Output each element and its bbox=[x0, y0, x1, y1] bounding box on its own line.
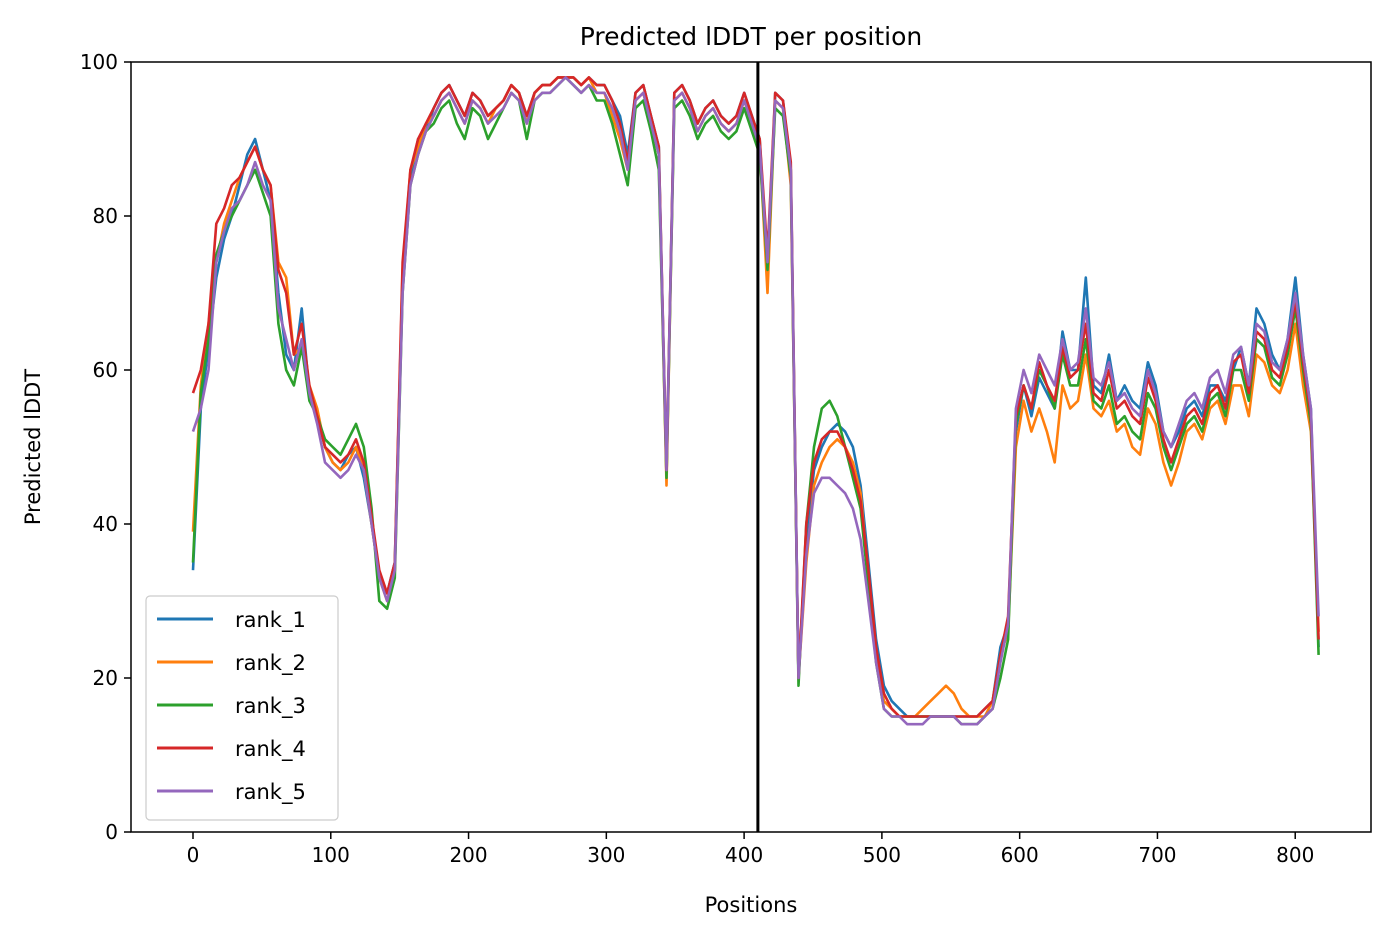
y-tick-label: 0 bbox=[105, 820, 118, 844]
legend: rank_1 rank_2 rank_3 rank_4 rank_5 bbox=[145, 595, 339, 821]
x-axis-title: Positions bbox=[705, 893, 798, 917]
x-tick-label: 600 bbox=[1001, 843, 1039, 867]
legend-label: rank_1 bbox=[235, 608, 306, 633]
y-tick-label: 40 bbox=[93, 512, 118, 536]
x-axis: 0 100 200 300 400 500 600 700 800 bbox=[187, 832, 1314, 867]
series-layer bbox=[191, 76, 1320, 726]
y-tick-label: 20 bbox=[93, 666, 118, 690]
series-line-rank_3 bbox=[191, 76, 1320, 726]
legend-box bbox=[145, 595, 339, 821]
x-tick-label: 500 bbox=[863, 843, 901, 867]
y-tick-label: 80 bbox=[93, 204, 118, 228]
x-tick-label: 0 bbox=[187, 843, 200, 867]
y-axis-title: Predicted lDDT bbox=[21, 369, 45, 525]
x-tick-label: 400 bbox=[725, 843, 763, 867]
legend-label: rank_5 bbox=[235, 780, 306, 805]
plot-frame bbox=[130, 61, 1372, 833]
x-tick-label: 100 bbox=[312, 843, 350, 867]
y-axis: 0 20 40 60 80 100 bbox=[80, 50, 131, 844]
x-tick-label: 700 bbox=[1138, 843, 1176, 867]
y-tick-label: 60 bbox=[93, 358, 118, 382]
x-tick-label: 300 bbox=[587, 843, 625, 867]
series-line-rank_4 bbox=[191, 76, 1320, 718]
legend-label: rank_2 bbox=[235, 651, 306, 676]
legend-label: rank_4 bbox=[235, 737, 306, 762]
x-tick-label: 200 bbox=[449, 843, 487, 867]
series-line-rank_5 bbox=[191, 76, 1320, 726]
y-tick-label: 100 bbox=[80, 50, 118, 74]
x-tick-label: 800 bbox=[1276, 843, 1314, 867]
legend-label: rank_3 bbox=[235, 694, 306, 719]
chart-title: Predicted lDDT per position bbox=[580, 22, 922, 51]
